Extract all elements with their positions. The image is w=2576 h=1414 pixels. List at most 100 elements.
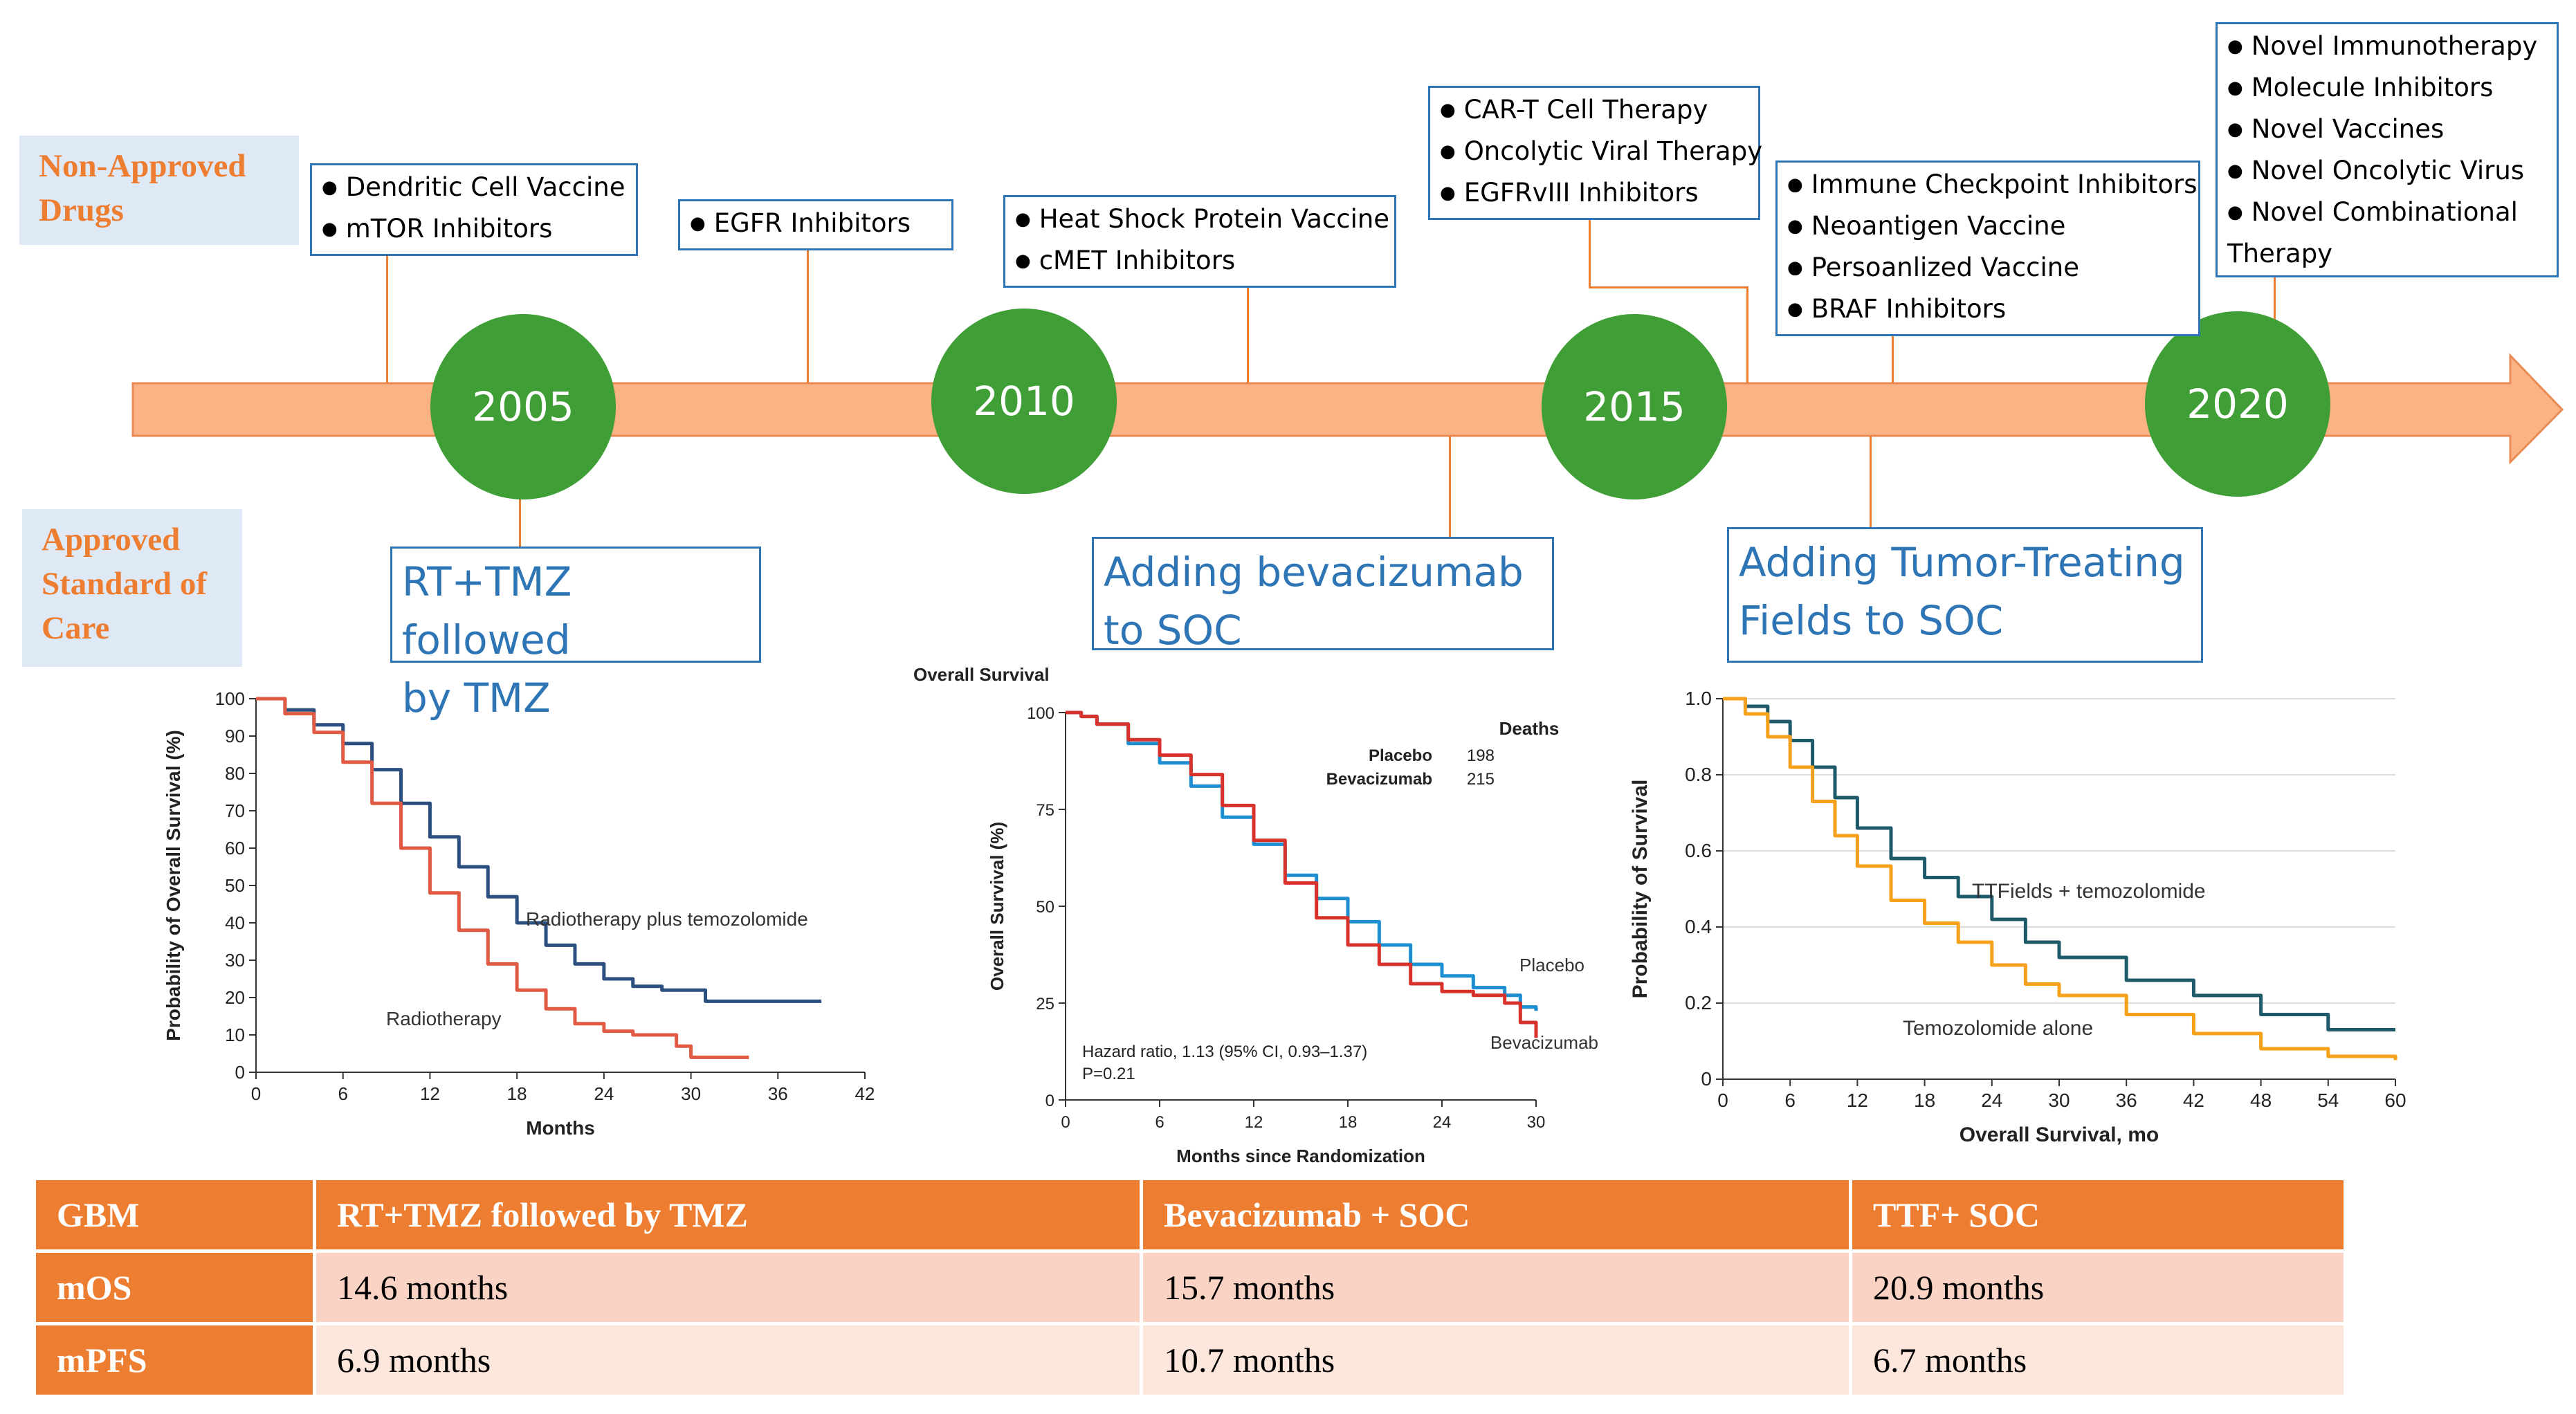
soc-line: to SOC [1104, 607, 1242, 654]
soc-box-rt-tmz: RT+TMZ followed by TMZ [390, 547, 761, 722]
x-tick-label: 6 [338, 1083, 347, 1104]
y-axis-label: Probability of Survival [1629, 780, 1652, 999]
drug-item: Novel Immunotherapy [2227, 27, 2548, 68]
legend-name: Placebo [1369, 746, 1432, 765]
table-header-cell: GBM [36, 1180, 316, 1253]
table-cell: 14.6 months [314, 1251, 1143, 1325]
x-tick-label: 30 [681, 1083, 701, 1104]
connector-line [386, 242, 388, 383]
table-header-row: GBM RT+TMZ followed by TMZ Bevacizumab +… [36, 1180, 2347, 1253]
connector-line [1589, 199, 1591, 288]
legend-value: 198 [1467, 746, 1495, 765]
soc-line: Adding bevacizumab [1104, 549, 1524, 596]
y-tick-label: 0.6 [1685, 840, 1712, 861]
x-tick-label: 6 [1784, 1090, 1796, 1111]
series-label: Radiotherapy plus temozolomide [526, 908, 808, 930]
y-tick-label: 60 [225, 838, 245, 858]
x-tick-label: 18 [1914, 1090, 1935, 1111]
table-header-cell: TTF+ SOC [1850, 1180, 2347, 1253]
table-cell: 20.9 months [1850, 1251, 2347, 1325]
drug-item: Heat Shock Protein Vaccine [1015, 200, 1389, 241]
connector-line [1892, 317, 1894, 383]
drug-box-2005: Dendritic Cell VaccinemTOR Inhibitors [310, 163, 638, 256]
x-tick-label: 54 [2317, 1090, 2339, 1111]
y-axis-label: Overall Survival (%) [987, 822, 1007, 991]
series-label: Bevacizumab [1490, 1032, 1598, 1053]
series-line [256, 697, 822, 1003]
table-header-cell: Bevacizumab + SOC [1141, 1180, 1852, 1253]
connector-line [2274, 260, 2276, 329]
drug-item: mTOR Inhibitors [322, 210, 628, 251]
x-tick-label: 42 [855, 1083, 875, 1104]
series-label: Placebo [1519, 955, 1584, 975]
series-label: TTFields + temozolomide [1972, 880, 2206, 903]
legend-value: 215 [1467, 770, 1495, 789]
y-tick-label: 0.2 [1685, 992, 1712, 1013]
series-label: Temozolomide alone [1903, 1017, 2093, 1040]
y-axis-label: Probability of Overall Survival (%) [163, 730, 184, 1041]
km-chart-stupp-svg: 0 6 12 18 24 30 36 42 0 10 20 30 40 50 60 70 80 90 100 Mont… [163, 688, 875, 1139]
table-row: mPFS 6.9 months 10.7 months 6.7 months [36, 1323, 2347, 1398]
drug-box-2007: EGFR Inhibitors [678, 199, 953, 250]
x-tick-label: 60 [2384, 1090, 2406, 1111]
drug-item: EGFRvIII Inhibitors [1440, 174, 1750, 215]
x-tick-label: 36 [768, 1083, 788, 1104]
km-chart-stupp: 0 6 12 18 24 30 36 42 0 10 20 30 40 50 60 70 80 90 100 Mont… [152, 678, 875, 1162]
x-tick-label: 0 [251, 1083, 261, 1104]
x-tick-label: 24 [1981, 1090, 2002, 1111]
drug-item: Immune Checkpoint Inhibitors [1787, 165, 2198, 207]
year-circle-2020: 2020 [2145, 311, 2330, 497]
series-line [1723, 697, 2397, 1060]
km-chart-ttfields: 0 6 12 18 24 30 36 42 48 54 60 0 0.2 0.4 0.6 0.8 1.0 Over… [1619, 678, 2408, 1162]
drug-item: EGFR Inhibitors [690, 204, 943, 246]
x-tick-label: 12 [1245, 1113, 1263, 1132]
year-circle-2010: 2010 [931, 309, 1117, 494]
series-line [256, 697, 749, 1059]
x-tick-label: 0 [1061, 1113, 1070, 1132]
y-tick-label: 75 [1036, 801, 1054, 820]
table-cell: 10.7 months [1141, 1323, 1852, 1398]
y-tick-label: 0.4 [1685, 916, 1712, 937]
y-tick-label: 0 [1701, 1068, 1712, 1090]
x-axis-label: Months since Randomization [1176, 1146, 1425, 1166]
y-tick-label: 1.0 [1685, 688, 1712, 709]
x-tick-label: 48 [2250, 1090, 2272, 1111]
drug-item: Dendritic Cell Vaccine [322, 168, 628, 210]
y-tick-label: 100 [215, 688, 245, 709]
y-tick-label: 10 [225, 1025, 245, 1045]
drug-item: Oncolytic Viral Therapy [1440, 132, 1762, 174]
drug-box-2020: Novel Immunotherapy Molecule Inhibitors … [2216, 22, 2559, 277]
y-tick-label: 20 [225, 987, 245, 1008]
chart-title: Overall Survival [913, 664, 1050, 685]
drug-item: BRAF Inhibitors [1787, 290, 2190, 331]
x-tick-label: 12 [420, 1083, 440, 1104]
outcomes-table: GBM RT+TMZ followed by TMZ Bevacizumab +… [36, 1180, 2347, 1398]
connector-line [1589, 286, 1748, 288]
series-line [1723, 697, 2395, 1031]
y-tick-label: 50 [225, 875, 245, 896]
drug-item: Persoanlized Vaccine [1787, 248, 2190, 290]
approved-soc-label: Approved Standard of Care [22, 509, 242, 667]
annotation: P=0.21 [1082, 1065, 1135, 1083]
legend-name: Bevacizumab [1326, 770, 1432, 789]
connector-line [519, 498, 521, 548]
connector-line [1746, 286, 1748, 383]
table-cell: 6.9 months [314, 1323, 1143, 1398]
y-tick-label: 0 [1045, 1092, 1054, 1110]
table-row: mOS 14.6 months 15.7 months 20.9 months [36, 1251, 2347, 1325]
legend-heading: Deaths [1499, 718, 1560, 739]
connector-line [807, 245, 809, 383]
y-tick-label: 0.8 [1685, 764, 1712, 785]
soc-line: by TMZ [402, 674, 551, 722]
soc-line: Fields to SOC [1739, 597, 2004, 644]
x-tick-label: 0 [1717, 1090, 1728, 1111]
drug-item: cMET Inhibitors [1015, 241, 1386, 283]
soc-box-ttf: Adding Tumor-Treating Fields to SOC [1727, 527, 2203, 663]
x-tick-label: 42 [2183, 1090, 2204, 1111]
drug-box-2014: CAR-T Cell TherapyOncolytic Viral Therap… [1428, 86, 1762, 220]
y-tick-label: 40 [225, 912, 245, 933]
x-axis-label: Months [526, 1117, 595, 1139]
year-circle-2005: 2005 [430, 314, 616, 499]
drug-box-2017: Immune Checkpoint InhibitorsNeoantigen V… [1775, 160, 2200, 336]
drug-item: Novel Combinational Therapy [2227, 193, 2548, 273]
